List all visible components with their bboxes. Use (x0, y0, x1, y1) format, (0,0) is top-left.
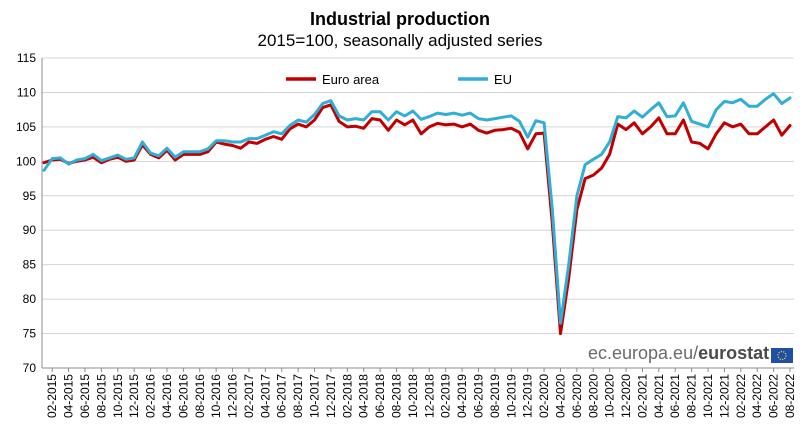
x-tick-label: 02-2019 (439, 374, 453, 418)
x-axis-ticks: 02-2015 04-2015 06-2015 08-2015 10-2015 12-20… (45, 368, 797, 418)
x-tick-label: 12-2016 (226, 374, 240, 418)
x-tick-label: 04-2017 (258, 374, 272, 418)
x-tick-label: 10-2016 (209, 374, 223, 418)
y-tick-label: 70 (23, 361, 37, 375)
x-tick-label: 12-2017 (324, 374, 338, 418)
x-tick-label: 12-2019 (521, 374, 535, 418)
source-credit: ec.europa.eu/eurostat (588, 343, 769, 364)
x-tick-label: 10-2017 (308, 374, 322, 418)
x-tick-label: 08-2016 (193, 374, 207, 418)
x-tick-label: 06-2019 (471, 374, 485, 418)
series-line-eu (42, 92, 792, 325)
legend-label-eu: EU (494, 72, 512, 87)
x-tick-label: 02-2022 (734, 374, 748, 418)
x-tick-label: 02-2021 (635, 374, 649, 418)
x-tick-label: 12-2018 (422, 374, 436, 418)
x-tick-label: 12-2021 (717, 374, 731, 418)
y-tick-label: 75 (23, 327, 37, 341)
legend-label-euro-area: Euro area (322, 72, 380, 87)
x-tick-label: 04-2022 (750, 374, 764, 418)
y-tick-label: 115 (17, 51, 36, 65)
x-tick-label: 02-2018 (340, 374, 354, 418)
x-tick-label: 08-2019 (488, 374, 502, 418)
x-tick-label: 08-2018 (390, 374, 404, 418)
flag-stars (777, 350, 787, 361)
x-tick-label: 04-2015 (62, 374, 76, 418)
x-tick-label: 10-2018 (406, 374, 420, 418)
y-tick-label: 105 (16, 120, 36, 134)
y-tick-label: 95 (23, 189, 37, 203)
x-tick-label: 10-2021 (701, 374, 715, 418)
y-tick-label: 110 (17, 85, 36, 99)
source-brand: eurostat (698, 343, 770, 363)
x-tick-label: 08-2017 (291, 374, 305, 418)
x-tick-label: 04-2021 (652, 374, 666, 418)
x-tick-label: 10-2020 (603, 374, 617, 418)
flag-rect (771, 348, 793, 363)
x-tick-label: 06-2018 (373, 374, 387, 418)
x-tick-label: 06-2016 (176, 374, 190, 418)
y-tick-label: 90 (23, 223, 37, 237)
grid-lines (42, 57, 794, 369)
y-axis-ticks: 70 75 80 85 90 95 100 105 110 115 (16, 51, 36, 375)
x-tick-label: 06-2017 (275, 374, 289, 418)
x-tick-label: 08-2022 (783, 374, 797, 418)
x-tick-label: 08-2021 (685, 374, 699, 418)
x-tick-label: 06-2015 (78, 374, 92, 418)
y-tick-label: 80 (23, 292, 37, 306)
axes (41, 58, 794, 369)
chart-title: Industrial production (310, 9, 490, 29)
y-tick-label: 85 (23, 258, 37, 272)
x-tick-label: 08-2020 (586, 374, 600, 418)
series-lines (42, 92, 792, 336)
x-tick-label: 10-2015 (111, 374, 125, 418)
legend: Euro area EU (286, 72, 512, 87)
x-tick-label: 10-2019 (504, 374, 518, 418)
source-url: ec.europa.eu/ (588, 343, 699, 363)
x-tick-label: 06-2022 (767, 374, 781, 418)
x-tick-label: 04-2019 (455, 374, 469, 418)
x-tick-label: 04-2020 (553, 374, 567, 418)
chart-subtitle: 2015=100, seasonally adjusted series (257, 31, 543, 50)
x-tick-label: 02-2016 (144, 374, 158, 418)
x-tick-label: 06-2021 (668, 374, 682, 418)
x-tick-label: 12-2020 (619, 374, 633, 418)
x-tick-label: 06-2020 (570, 374, 584, 418)
x-tick-label: 04-2018 (357, 374, 371, 418)
title-block: Industrial production 2015=100, seasonal… (0, 8, 800, 52)
x-tick-label: 02-2017 (242, 374, 256, 418)
x-tick-label: 04-2016 (160, 374, 174, 418)
x-tick-label: 02-2015 (45, 374, 59, 418)
x-tick-label: 08-2015 (94, 374, 108, 418)
x-tick-label: 02-2020 (537, 374, 551, 418)
eurostat-flag-icon (771, 348, 793, 363)
x-tick-label: 12-2015 (127, 374, 141, 418)
y-tick-label: 100 (16, 154, 36, 168)
